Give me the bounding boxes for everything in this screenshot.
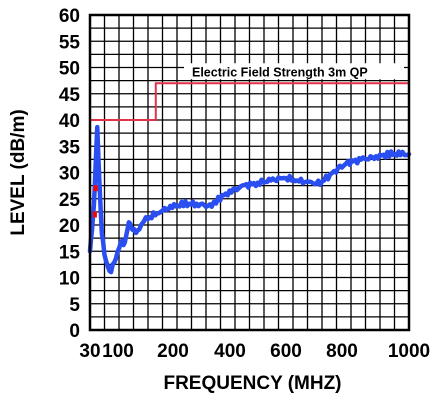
limit-line-label: Electric Field Strength 3m QP [192, 65, 368, 79]
y-axis-title: LEVEL (dB/m) [8, 109, 29, 235]
y-tick-label: 40 [59, 111, 80, 132]
x-tick-label: 100 [102, 341, 134, 362]
peak-marker [93, 185, 98, 192]
measured-trace-line [87, 124, 412, 275]
y-tick-label: 10 [59, 269, 80, 290]
x-tick-label: 30 [79, 341, 100, 362]
y-tick-label: 20 [59, 216, 80, 237]
y-tick-label: 25 [59, 190, 81, 211]
y-tick-label: 60 [59, 6, 80, 27]
y-tick-label: 55 [59, 32, 81, 53]
x-tick-label: 600 [270, 341, 302, 362]
peak-marker [92, 211, 97, 218]
y-tick-label: 0 [69, 321, 80, 342]
x-tick-label: 1000 [388, 341, 430, 362]
measured-trace-series [87, 124, 412, 275]
y-tick-label: 30 [59, 164, 80, 185]
y-tick-label: 35 [59, 137, 81, 158]
x-tick-label: 200 [157, 341, 189, 362]
limit-line [90, 82, 409, 121]
y-axis-ticks: 0 5 10 15 20 25 30 35 40 45 50 55 60 [59, 6, 81, 342]
y-tick-label: 50 [59, 59, 80, 80]
x-tick-label: 400 [214, 341, 246, 362]
limit-label-background [184, 63, 404, 80]
peak-markers [92, 185, 98, 218]
x-axis-title: FREQUENCY (MHZ) [163, 373, 341, 394]
x-axis-ticks: 30 100 200 400 600 800 1000 [79, 341, 430, 362]
y-tick-label: 15 [59, 242, 81, 263]
limit-line-series [90, 82, 409, 121]
y-tick-label: 5 [69, 295, 80, 316]
plot-frame [88, 13, 411, 332]
x-tick-label: 800 [326, 341, 358, 362]
plot-grid [90, 15, 409, 330]
y-tick-label: 45 [59, 85, 81, 106]
